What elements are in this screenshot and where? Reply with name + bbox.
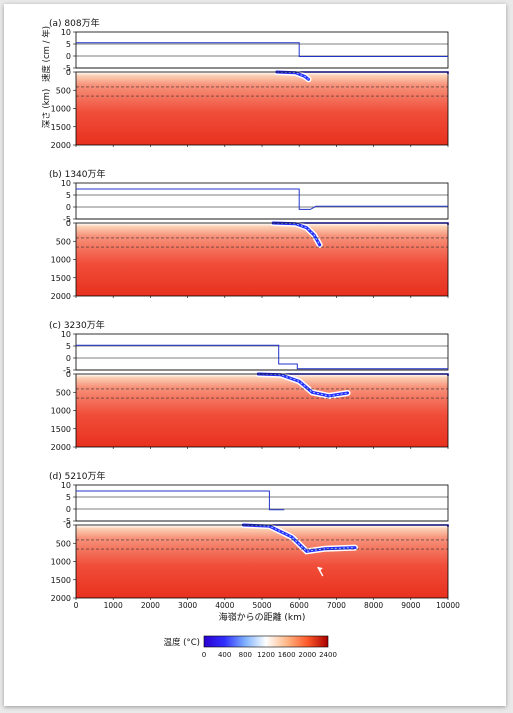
colorbar: 温度 (°C)0 400 800 1200 1600 2000 2400	[163, 635, 337, 659]
velocity-tick-label: 5	[66, 342, 71, 351]
velocity-tick-label: -5	[63, 64, 71, 73]
arrow-head	[317, 566, 323, 571]
colorbar-tick-label: 0	[202, 651, 206, 659]
velocity-frame	[75, 484, 449, 522]
velocity-tick-label: 5	[66, 493, 71, 502]
velocity-tick-label: 0	[66, 52, 71, 61]
velocity-series	[76, 188, 448, 210]
velocity-frame	[75, 31, 449, 69]
velocity-tick-label: -5	[63, 517, 71, 526]
velocity-tick-label: 0	[66, 354, 71, 363]
depth-tick-label: 500	[56, 86, 71, 95]
temperature-field	[76, 223, 448, 296]
slab	[256, 372, 350, 398]
depth-tick-label: 0	[66, 370, 71, 379]
temperature-field	[76, 525, 448, 598]
velocity-frame	[75, 333, 449, 371]
depth-tick-label: 2000	[51, 594, 71, 603]
depth-tick-label: 0	[66, 521, 71, 530]
depth-tick-label: 1500	[51, 576, 71, 585]
velocity-tick-label: -5	[63, 215, 71, 224]
velocity-tick-label: 0	[66, 203, 71, 212]
velocity-axis-label: 速度 (cm / 年)	[41, 26, 52, 82]
colorbar-tick-label: 1600	[278, 651, 296, 659]
depth-tick-label: 1500	[51, 123, 71, 132]
velocity-frame	[75, 182, 449, 220]
depth-tick-label: 1000	[51, 558, 71, 567]
slab-core	[273, 222, 321, 246]
velocity-tick-label: 10	[61, 330, 71, 339]
velocity-tick-label: 10	[61, 179, 71, 188]
x-tick-label: 7000	[327, 601, 346, 610]
velocity-tick-label: 0	[66, 505, 71, 514]
colorbar-tick-label: 2000	[298, 651, 316, 659]
depth-tick-label: 2000	[51, 292, 71, 301]
x-axis: 0 1000 2000 3000 4000 5000 6000 7000 8000 9000 100…	[74, 601, 461, 623]
slab-core	[243, 524, 356, 552]
colorbar-tick-label: 2400	[319, 651, 337, 659]
x-tick-label: 8000	[364, 601, 383, 610]
figure-sheet: (a) 808万年 -5 0 5 10 0 500 1000 1500 2000 速度 (cm / …	[4, 4, 506, 706]
depth-tick-label: 1000	[51, 105, 71, 114]
colorbar-label: 温度 (°C)	[163, 637, 200, 648]
depth-tick-label: 2000	[51, 141, 71, 150]
x-tick-label: 10000	[436, 601, 460, 610]
velocity-tick-label: 5	[66, 40, 71, 49]
x-tick-label: 4000	[215, 601, 234, 610]
depth-tick-label: 500	[56, 388, 71, 397]
velocity-series	[76, 42, 448, 57]
panel-title: (a) 808万年	[49, 17, 100, 29]
colorbar-tick-label: 800	[239, 651, 252, 659]
temperature-field	[76, 374, 448, 447]
colorbar-bar	[203, 635, 329, 648]
velocity-series	[76, 344, 448, 370]
colorbar-tick-label: 1200	[257, 651, 275, 659]
x-tick-label: 3000	[178, 601, 197, 610]
depth-tick-label: 500	[56, 237, 71, 246]
depth-tick-label: 0	[66, 68, 71, 77]
temperature-field	[76, 72, 448, 145]
velocity-tick-label: 5	[66, 191, 71, 200]
depth-tick-label: 1000	[51, 407, 71, 416]
depth-tick-label: 0	[66, 219, 71, 228]
colorbar-tick-label: 400	[218, 651, 231, 659]
depth-axis-label: 深さ (km)	[42, 89, 52, 129]
velocity-series	[76, 490, 285, 511]
depth-tick-label: 2000	[51, 443, 71, 452]
panel-title: (b) 1340万年	[49, 168, 106, 180]
panel-title: (d) 5210万年	[49, 470, 106, 482]
panel-title: (c) 3230万年	[49, 319, 105, 331]
velocity-tick-label: 10	[61, 481, 71, 490]
x-tick-label: 2000	[141, 601, 160, 610]
x-tick-label: 9000	[401, 601, 420, 610]
x-tick-label: 1000	[104, 601, 123, 610]
depth-tick-label: 1000	[51, 256, 71, 265]
x-axis-label: 海嶺からの距離 (km)	[219, 611, 306, 623]
velocity-tick-label: -5	[63, 366, 71, 375]
velocity-tick-label: 10	[61, 28, 71, 37]
x-tick-label: 0	[74, 601, 79, 610]
depth-tick-label: 1500	[51, 274, 71, 283]
depth-tick-label: 500	[56, 539, 71, 548]
depth-tick-label: 1500	[51, 425, 71, 434]
x-tick-label: 5000	[252, 601, 271, 610]
x-tick-label: 6000	[290, 601, 309, 610]
